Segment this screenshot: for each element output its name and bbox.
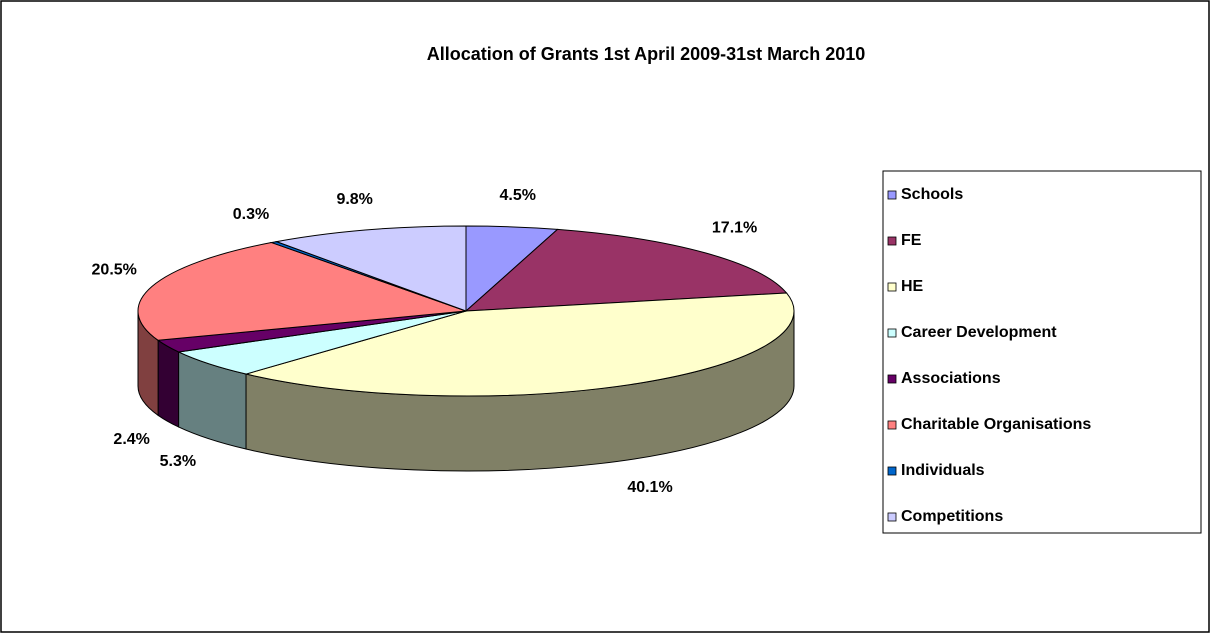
data-label: 9.8% [336, 191, 372, 208]
data-label: 5.3% [160, 453, 196, 470]
slice-side [157, 339, 180, 428]
data-label: 20.5% [92, 262, 137, 279]
legend-label: Competitions [901, 508, 1003, 525]
slice [244, 292, 795, 397]
legend-swatch [887, 236, 897, 246]
slice [274, 225, 467, 312]
legend-swatch [887, 374, 897, 384]
data-label: 40.1% [627, 479, 672, 496]
legend-box [882, 170, 1202, 534]
legend-swatch [887, 190, 897, 200]
slice [464, 228, 788, 312]
legend-label: Individuals [901, 462, 985, 479]
legend-swatch [887, 512, 897, 522]
slice [137, 242, 467, 341]
legend-label: Associations [901, 370, 1001, 387]
legend-label: Schools [901, 186, 963, 203]
legend-swatch [887, 328, 897, 338]
legend-swatch [887, 466, 897, 476]
legend-label: FE [901, 232, 922, 249]
legend-swatch [887, 420, 897, 430]
data-label: 0.3% [233, 206, 269, 223]
legend-swatch [887, 282, 897, 292]
chart-title: Allocation of Grants 1st April 2009-31st… [427, 44, 866, 64]
data-label: 4.5% [500, 187, 536, 204]
legend-label: Career Development [901, 324, 1057, 341]
legend-label: Charitable Organisations [901, 416, 1091, 433]
data-label: 2.4% [113, 431, 149, 448]
legend-label: HE [901, 278, 924, 295]
data-label: 17.1% [712, 220, 757, 237]
